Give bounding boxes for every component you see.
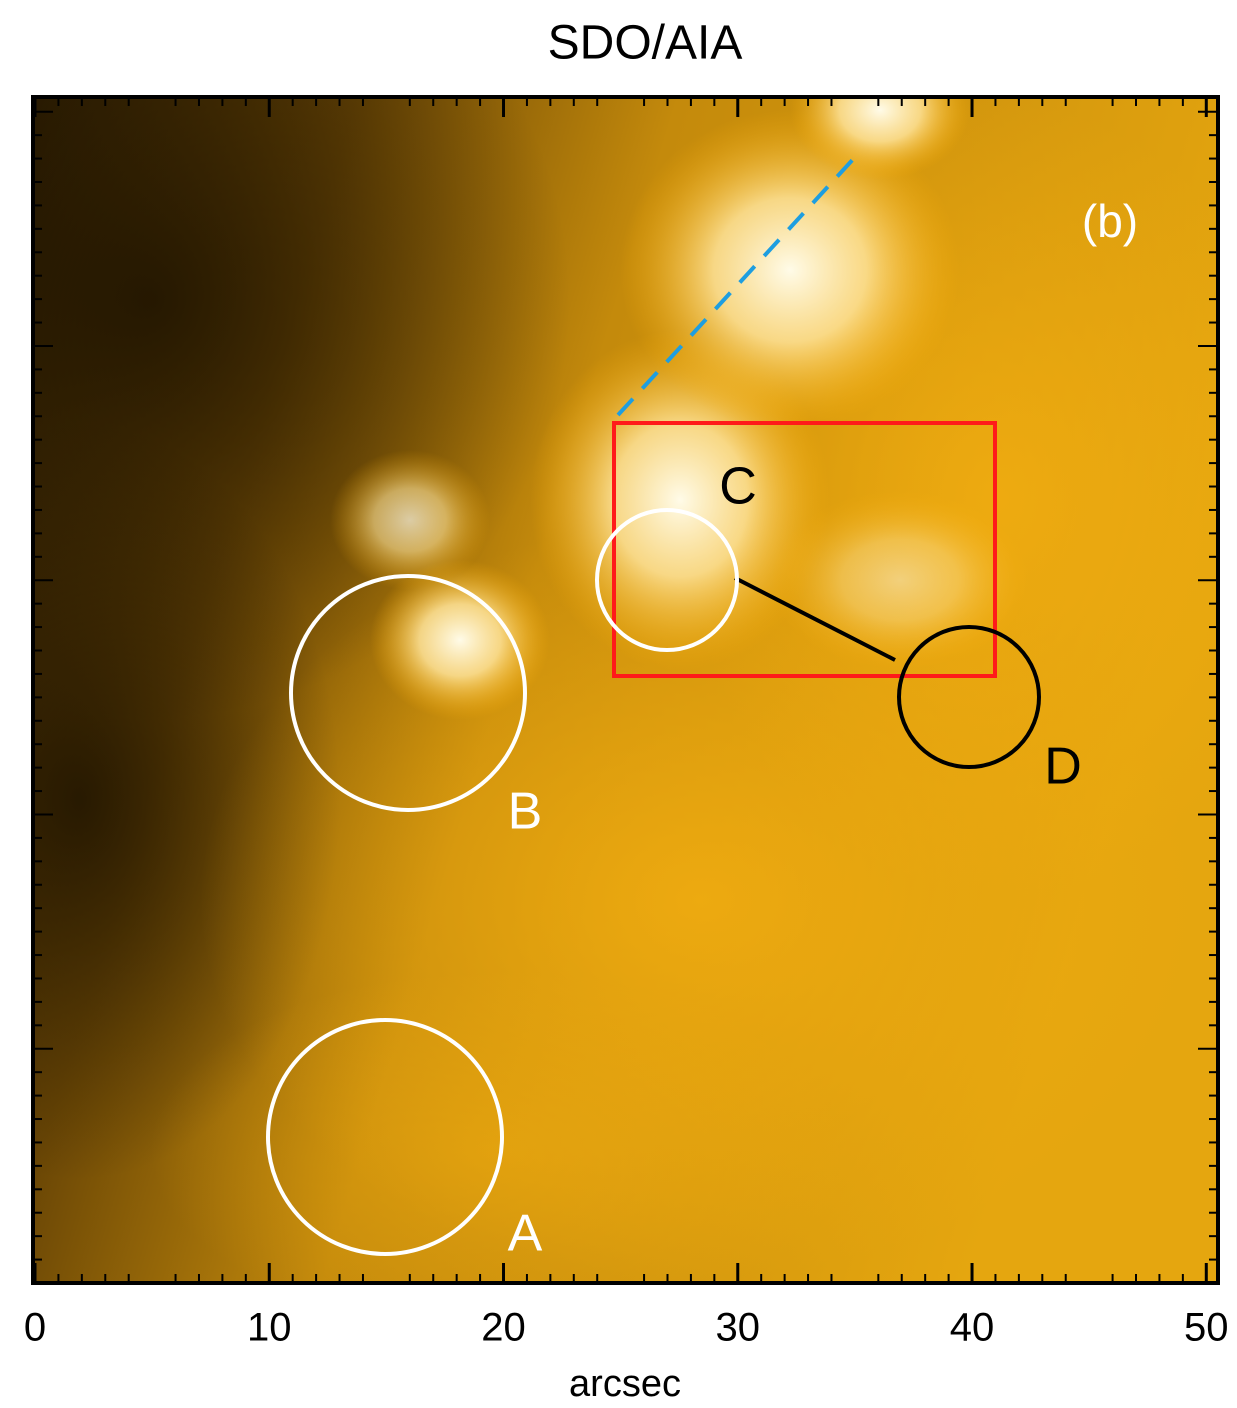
solar-image <box>0 0 1237 1330</box>
x-tick-label: 30 <box>716 1306 761 1350</box>
x-tick-label: 40 <box>950 1306 995 1350</box>
x-tick-label: 50 <box>1184 1306 1229 1350</box>
x-tick-label: 10 <box>247 1306 292 1350</box>
label-b: B <box>508 783 543 841</box>
label-c: C <box>719 458 757 516</box>
chart-title: SDO/AIA <box>548 17 743 70</box>
label-a: A <box>508 1205 543 1263</box>
x-tick-label: 0 <box>24 1306 46 1350</box>
page: (b) A B C D SDO/AIA arcsec 0 10 20 30 40 50 (… <box>0 0 1237 1408</box>
x-tick-label: 20 <box>481 1306 526 1350</box>
panel-label: (b) <box>1082 195 1138 247</box>
x-axis-label: arcsec <box>569 1363 681 1405</box>
label-d: D <box>1044 738 1082 796</box>
chart: (b) A B C D SDO/AIA arcsec 0 10 20 30 40 50 <box>0 0 1237 1408</box>
